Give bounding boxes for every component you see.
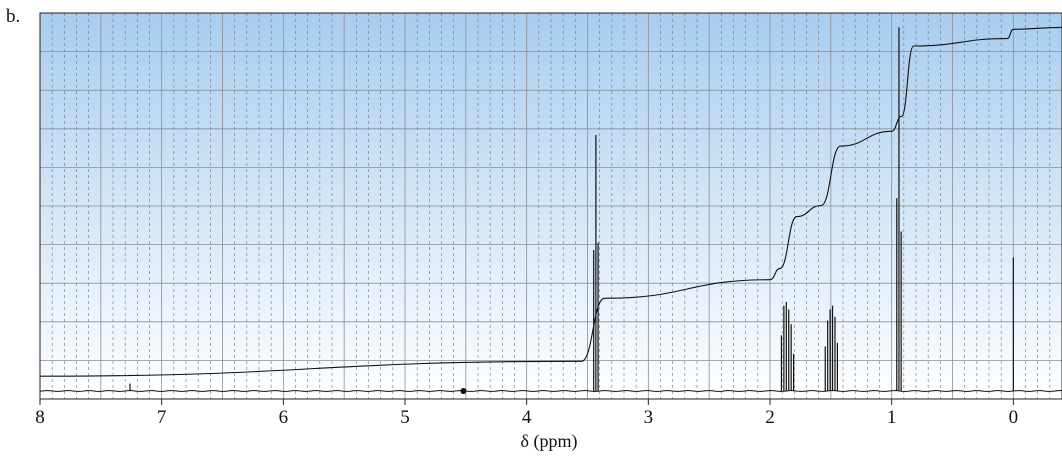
x-axis-ticks [39, 399, 1014, 405]
x-tick-label: 4 [522, 407, 532, 428]
x-tick-label: 1 [887, 407, 897, 428]
plot-frame [39, 12, 1062, 400]
integration-curve [40, 26, 1062, 377]
x-tick-label: 2 [765, 407, 775, 428]
x-tick-label: 3 [644, 407, 654, 428]
spectrum-baseline [40, 390, 1062, 392]
x-axis-tick-labels: 8 7 6 5 4 3 2 1 0 [35, 407, 1018, 428]
x-tick-label: 0 [1009, 407, 1019, 428]
major-gridlines [39, 13, 1062, 399]
traces [40, 26, 1062, 392]
x-axis-title: δ (ppm) [521, 431, 578, 452]
baseline-marker [460, 388, 467, 394]
x-tick-label: 8 [35, 407, 45, 428]
spectrum-peaks [129, 27, 1014, 391]
x-tick-label: 6 [279, 407, 289, 428]
x-tick-label: 7 [157, 407, 167, 428]
markers [460, 388, 467, 394]
x-tick-label: 5 [400, 407, 410, 428]
panel-label: b. [6, 6, 21, 27]
